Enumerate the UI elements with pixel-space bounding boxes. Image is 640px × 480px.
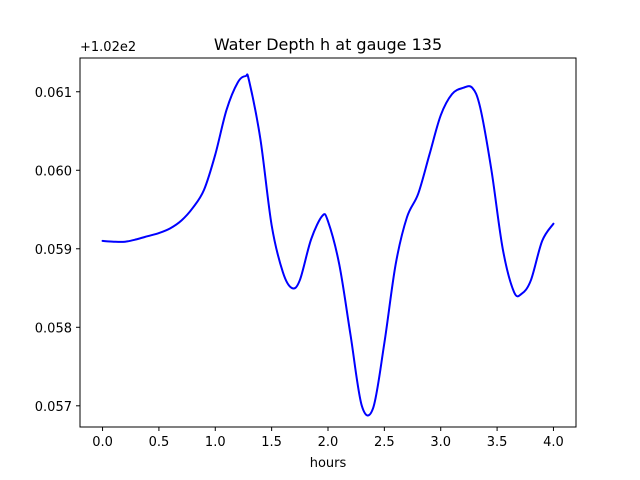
x-tick-label: 2.0 [318,435,339,450]
x-tick-label: 3.5 [487,435,508,450]
x-tick-label: 3.0 [430,435,451,450]
x-tick-label: 1.0 [205,435,226,450]
y-tick-label: 0.057 [35,400,72,415]
x-tick-label: 4.0 [543,435,564,450]
plot-area: 0.0 0.5 1.0 1.5 2.0 2.5 3.0 3.5 4.0 0.057 0.058 0.0… [35,57,577,450]
x-tick-label: 2.5 [374,435,395,450]
x-tick-label: 1.5 [261,435,282,450]
chart-title: Water Depth h at gauge 135 [214,35,442,54]
y-offset-label: +1.02e2 [80,40,136,55]
x-tick-label: 0.5 [149,435,170,450]
x-tick-label: 0.0 [92,435,113,450]
x-axis-label: hours [310,456,347,471]
y-tick-label: 0.060 [35,164,72,179]
y-tick-label: 0.059 [35,243,72,258]
series-line [101,73,555,417]
y-tick-label: 0.058 [35,321,72,336]
y-tick-label: 0.061 [35,86,72,101]
